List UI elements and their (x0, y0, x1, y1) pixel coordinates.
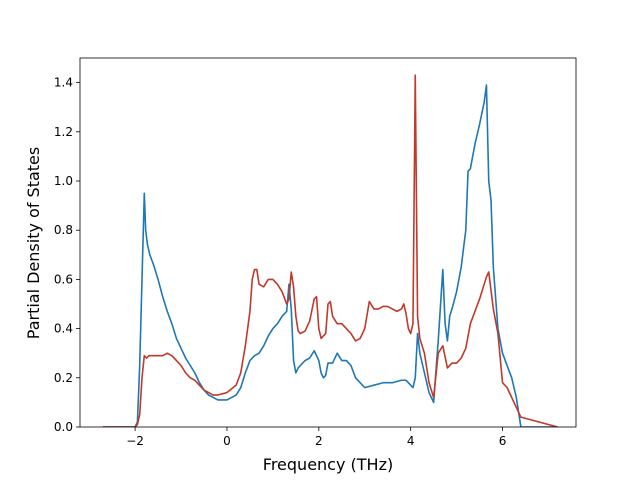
series-line-2 (102, 74, 558, 427)
x-tick-label: 2 (315, 434, 323, 448)
plot-area (79, 57, 577, 428)
x-axis-label: Frequency (THz) (263, 455, 393, 474)
y-tick-label: 1.4 (54, 76, 73, 90)
y-tick-label: 0.4 (54, 322, 73, 336)
y-tick-label: 0.6 (54, 272, 73, 286)
x-axis-ticks: −2 0 2 4 6 (126, 427, 506, 448)
series-layer (102, 74, 558, 427)
x-tick-label: −2 (126, 434, 144, 448)
y-tick-label: 1.0 (54, 174, 73, 188)
y-tick-label: 0.2 (54, 371, 73, 385)
y-axis-label: Partial Density of States (24, 147, 43, 339)
x-tick-label: 0 (223, 434, 231, 448)
x-tick-label: 6 (499, 434, 507, 448)
axes-frame (79, 57, 577, 428)
x-tick-label: 4 (407, 434, 415, 448)
y-tick-label: 0.0 (54, 420, 73, 434)
y-tick-label: 1.2 (54, 125, 73, 139)
y-axis-ticks: 0.0 0.2 0.4 0.6 0.8 1.0 1.2 1.4 (54, 76, 80, 434)
y-tick-label: 0.8 (54, 223, 73, 237)
series-line-1 (102, 84, 558, 427)
